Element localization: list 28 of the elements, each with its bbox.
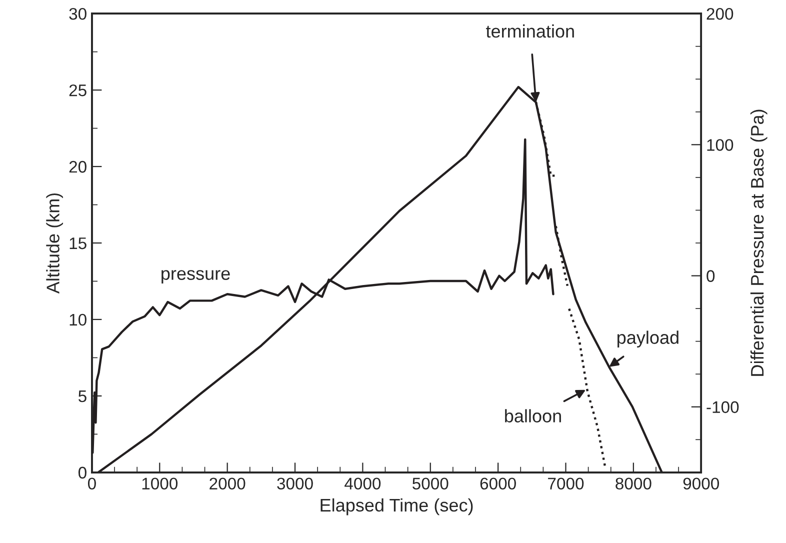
x-tick-label: 5000	[412, 478, 448, 490]
y2-tick-label: 200	[706, 8, 734, 20]
x-tick-label: 6000	[480, 478, 516, 490]
x-tick-label: 1000	[142, 478, 178, 490]
y2-tick-label: 100	[707, 139, 734, 151]
annotation: balloon	[505, 409, 561, 422]
x-tick-label: 3000	[277, 478, 313, 490]
y-tick-label: 5	[78, 390, 86, 402]
annotation: payload	[617, 330, 678, 348]
x-tick-label: 8000	[616, 478, 652, 490]
y2-tick-label: -100	[706, 401, 739, 414]
x-tick-label: 9000	[683, 478, 719, 490]
x-tick-label: 7000	[548, 478, 584, 490]
y-tick-label: 20	[69, 160, 86, 173]
annotation: pressure	[162, 270, 230, 284]
x-tick-label: 4000	[344, 478, 381, 490]
x-tick-label: 2000	[210, 478, 246, 490]
y-tick-label: 10	[70, 314, 86, 326]
y-tick-label: 30	[69, 8, 86, 20]
annotation: termination	[486, 24, 574, 38]
y-tick-label: 25	[69, 84, 86, 96]
y-tick-label: 15	[70, 238, 86, 250]
y-tick-label: 0	[78, 466, 86, 479]
y2-tick-label: 0	[706, 270, 715, 282]
y-axis-title: Altitude (km)	[46, 193, 63, 294]
x-tick-label: 0	[88, 478, 96, 490]
y2-axis-title: Differential Pressure at Base (Pa)	[750, 110, 768, 376]
x-axis-title: Elapsed Time (sec)	[320, 498, 473, 516]
